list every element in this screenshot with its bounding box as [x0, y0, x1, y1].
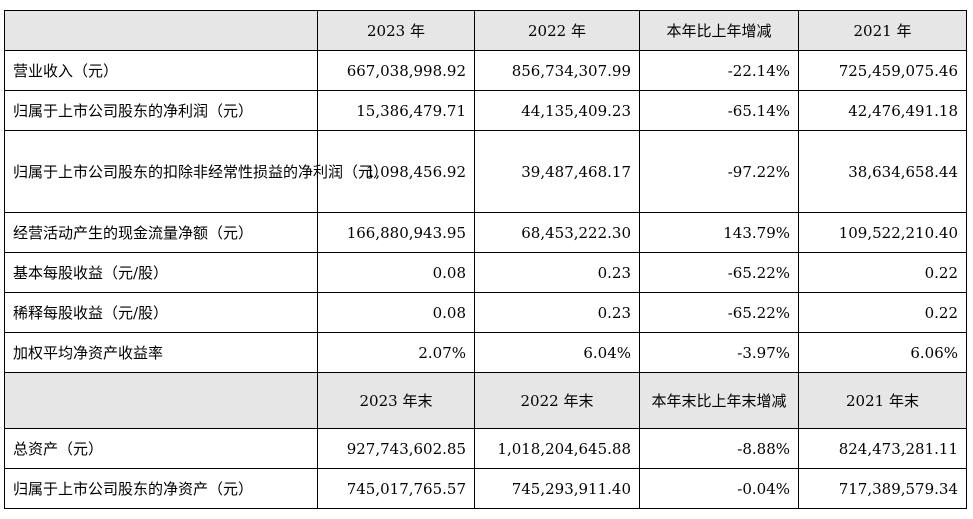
value-2021: 42,476,491.18: [798, 90, 967, 131]
value-2023: 745,017,765.57: [317, 468, 475, 509]
header-row-year-end: 2023 年末 2022 年末 本年末比上年末增减 2021 年末: [4, 372, 967, 429]
value-change: -22.14%: [639, 50, 799, 91]
value-2022: 68,453,222.30: [474, 212, 640, 253]
table-row: 营业收入（元） 667,038,998.92 856,734,307.99 -2…: [4, 50, 967, 91]
header-blank-cell: [4, 10, 318, 51]
row-label: 归属于上市公司股东的净资产（元）: [4, 468, 318, 509]
value-2023: 15,386,479.71: [317, 90, 475, 131]
header-2022: 2022 年: [474, 10, 640, 51]
value-2023: 927,743,602.85: [317, 428, 475, 469]
value-2022: 0.23: [474, 292, 640, 333]
value-2022: 745,293,911.40: [474, 468, 640, 509]
row-label: 经营活动产生的现金流量净额（元）: [4, 212, 318, 253]
table-row: 总资产（元） 927,743,602.85 1,018,204,645.88 -…: [4, 428, 967, 469]
header-row-annual: 2023 年 2022 年 本年比上年增减 2021 年: [4, 10, 967, 51]
value-2022: 856,734,307.99: [474, 50, 640, 91]
value-change: -0.04%: [639, 468, 799, 509]
table-row: 经营活动产生的现金流量净额（元） 166,880,943.95 68,453,2…: [4, 212, 967, 253]
value-change: -8.88%: [639, 428, 799, 469]
row-label: 总资产（元）: [4, 428, 318, 469]
value-change: 143.79%: [639, 212, 799, 253]
header-change-end: 本年末比上年末增减: [639, 372, 799, 429]
value-change: -3.97%: [639, 332, 799, 373]
value-2021: 824,473,281.11: [798, 428, 967, 469]
value-change: -97.22%: [639, 130, 799, 213]
table-row: 归属于上市公司股东的扣除非经常性损益的净利润（元） 1,098,456.92 3…: [4, 130, 967, 213]
value-2022: 39,487,468.17: [474, 130, 640, 213]
value-2022: 1,018,204,645.88: [474, 428, 640, 469]
header-change: 本年比上年增减: [639, 10, 799, 51]
value-2021: 0.22: [798, 292, 967, 333]
row-label: 基本每股收益（元/股）: [4, 252, 318, 293]
value-change: -65.22%: [639, 292, 799, 333]
value-2021: 6.06%: [798, 332, 967, 373]
value-2023: 0.08: [317, 292, 475, 333]
table-row: 加权平均净资产收益率 2.07% 6.04% -3.97% 6.06%: [4, 332, 967, 373]
header-2022-end: 2022 年末: [474, 372, 640, 429]
value-2023: 166,880,943.95: [317, 212, 475, 253]
value-change: -65.22%: [639, 252, 799, 293]
header-2023-end: 2023 年末: [317, 372, 475, 429]
value-2023: 0.08: [317, 252, 475, 293]
value-2022: 0.23: [474, 252, 640, 293]
value-2021: 717,389,579.34: [798, 468, 967, 509]
value-2021: 38,634,658.44: [798, 130, 967, 213]
value-2022: 6.04%: [474, 332, 640, 373]
table-row: 归属于上市公司股东的净利润（元） 15,386,479.71 44,135,40…: [4, 90, 967, 131]
value-change: -65.14%: [639, 90, 799, 131]
value-2023: 2.07%: [317, 332, 475, 373]
value-2021: 109,522,210.40: [798, 212, 967, 253]
value-2023: 667,038,998.92: [317, 50, 475, 91]
header-blank-cell: [4, 372, 318, 429]
row-label: 加权平均净资产收益率: [4, 332, 318, 373]
header-2021: 2021 年: [798, 10, 967, 51]
table-row: 归属于上市公司股东的净资产（元） 745,017,765.57 745,293,…: [4, 468, 967, 509]
financial-summary-table: 2023 年 2022 年 本年比上年增减 2021 年 营业收入（元） 667…: [4, 10, 967, 509]
header-2023: 2023 年: [317, 10, 475, 51]
value-2023: 1,098,456.92: [317, 130, 475, 213]
header-2021-end: 2021 年末: [798, 372, 967, 429]
table-row: 基本每股收益（元/股） 0.08 0.23 -65.22% 0.22: [4, 252, 967, 293]
value-2022: 44,135,409.23: [474, 90, 640, 131]
value-2021: 725,459,075.46: [798, 50, 967, 91]
table-row: 稀释每股收益（元/股） 0.08 0.23 -65.22% 0.22: [4, 292, 967, 333]
value-2021: 0.22: [798, 252, 967, 293]
row-label: 营业收入（元）: [4, 50, 318, 91]
row-label: 归属于上市公司股东的扣除非经常性损益的净利润（元）: [4, 130, 388, 213]
row-label: 归属于上市公司股东的净利润（元）: [4, 90, 318, 131]
row-label: 稀释每股收益（元/股）: [4, 292, 318, 333]
